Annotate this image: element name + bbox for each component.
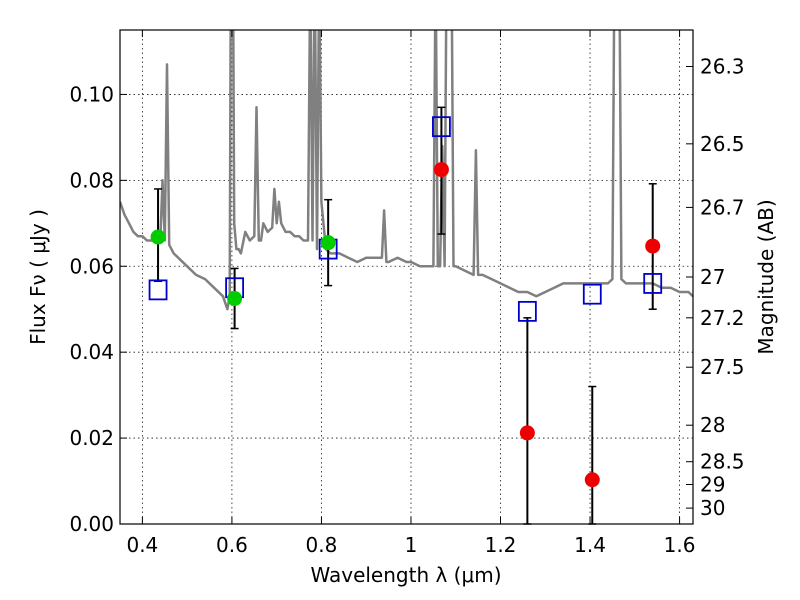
markers-layer [148, 116, 663, 488]
model-photometry-square [432, 116, 451, 138]
y-tick-label: 0.08 [69, 168, 114, 192]
nir-detection-point [645, 238, 661, 254]
nir-detection-point [433, 162, 449, 178]
y-right-tick-label: 29 [700, 472, 725, 496]
y-right-tick-label: 28 [700, 413, 725, 437]
x-tick-label: 0.8 [306, 533, 338, 557]
y-right-tick-label: 26.3 [700, 55, 745, 79]
y-right-tick-label: 27.5 [700, 355, 745, 379]
y-right-tick-label: 27.2 [700, 306, 745, 330]
sed-curve [120, 30, 693, 311]
model-photometry-square [582, 283, 602, 305]
x-tick-label: 0.4 [126, 533, 158, 557]
x-tick-label: 0.6 [216, 533, 248, 557]
y-right-axis-label: Magnitude (AB) [754, 199, 778, 354]
ticks-layer: 0.4 0.6 0.8 1 1.2 1.4 1.6 0.00 0.02 0.04 0.06 0.08 0… [69, 30, 745, 557]
x-axis-label: Wavelength λ (μm) [310, 563, 501, 587]
y-right-tick-label: 26.7 [700, 195, 745, 219]
x-tick-label: 1.4 [574, 533, 606, 557]
optical-detection-point [227, 290, 243, 306]
optical-detection-point [150, 229, 166, 245]
y-tick-label: 0.02 [69, 426, 114, 450]
nir-detection-point [519, 425, 535, 441]
model-photometry-square [643, 273, 663, 294]
y-axis-label: Flux Fν ( μJy ) [26, 209, 50, 345]
y-right-tick-label: 30 [700, 496, 725, 520]
y-right-tick-label: 27 [700, 265, 725, 289]
x-tick-label: 1.2 [485, 533, 517, 557]
y-right-tick-label: 26.5 [700, 132, 745, 156]
model-photometry-square [517, 300, 537, 322]
nir-detection-point [584, 472, 600, 488]
x-tick-label: 1 [405, 533, 418, 557]
optical-detection-point [320, 235, 336, 251]
x-tick-label: 1.6 [664, 533, 696, 557]
y-tick-label: 0.06 [69, 254, 114, 278]
model-photometry-square [148, 279, 168, 301]
y-right-tick-label: 28.5 [700, 450, 745, 474]
sed-curve-layer [120, 30, 693, 311]
grid-lines [120, 30, 693, 524]
y-tick-label: 0.00 [69, 512, 114, 536]
plot-frame [119, 29, 694, 525]
y-tick-label: 0.10 [69, 82, 114, 106]
y-tick-label: 0.04 [69, 340, 114, 364]
